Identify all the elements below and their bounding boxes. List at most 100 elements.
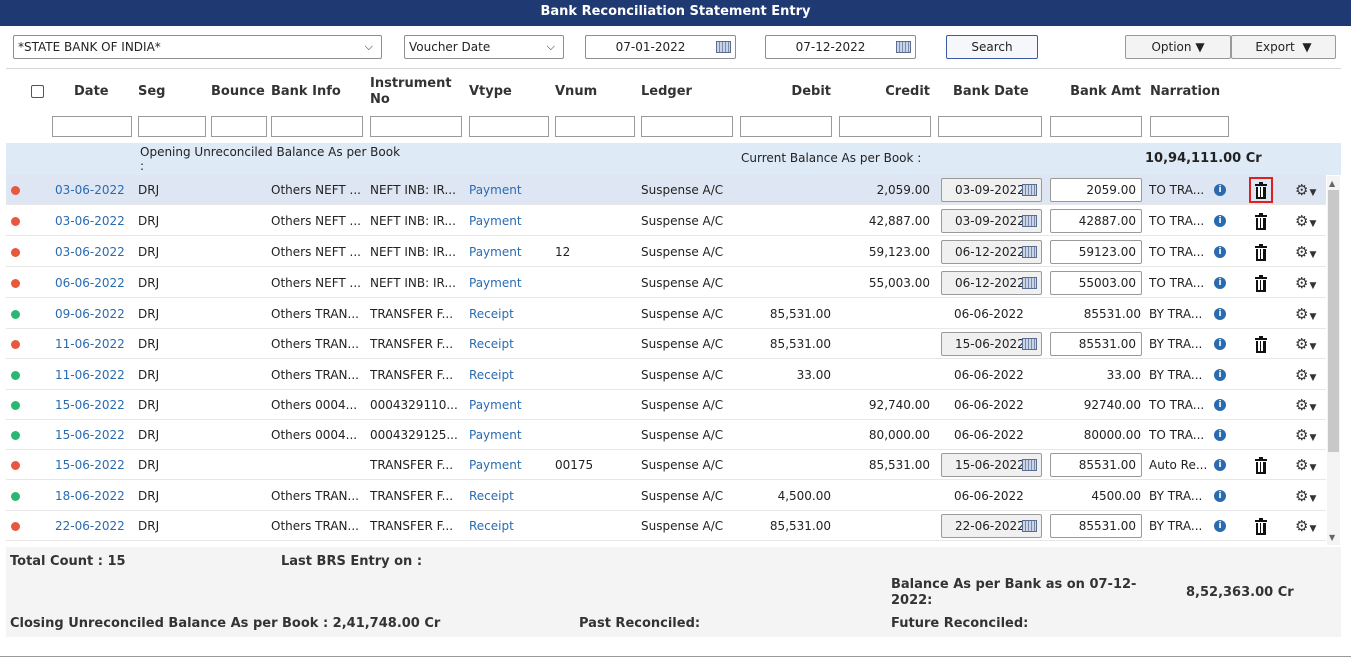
row-date-link[interactable]: 15-06-2022 <box>55 458 125 472</box>
row-date-link[interactable]: 03-06-2022 <box>55 214 125 228</box>
date-type-select[interactable]: Voucher Date ⌵ <box>404 35 564 59</box>
export-button[interactable]: Export ▼ <box>1231 35 1336 59</box>
scroll-up-icon[interactable]: ▲ <box>1329 179 1336 188</box>
gear-icon[interactable]: ⚙▼ <box>1295 274 1317 292</box>
bank-date-input[interactable]: 22-06-2022 <box>941 514 1042 538</box>
delete-icon[interactable] <box>1255 213 1267 230</box>
row-vtype-link[interactable]: Payment <box>469 428 522 442</box>
info-icon[interactable]: i <box>1214 277 1226 289</box>
info-icon[interactable]: i <box>1214 429 1226 441</box>
calendar-icon[interactable] <box>1022 184 1037 196</box>
delete-icon[interactable] <box>1255 336 1267 353</box>
table-row[interactable]: 03-06-2022 DRJ Others NEFT ... NEFT INB: IR… <box>6 206 1326 236</box>
bank-date-input[interactable]: 06-12-2022 <box>941 271 1042 295</box>
filter-vnum[interactable] <box>555 116 635 137</box>
delete-icon[interactable] <box>1255 518 1267 535</box>
scroll-down-icon[interactable]: ▼ <box>1329 533 1336 542</box>
gear-icon[interactable]: ⚙▼ <box>1295 181 1317 199</box>
scrollbar-thumb[interactable] <box>1328 190 1339 452</box>
calendar-icon[interactable] <box>1022 246 1037 258</box>
bank-amt-input[interactable]: 85531.00 <box>1050 514 1142 538</box>
row-vtype-link[interactable]: Payment <box>469 183 522 197</box>
filter-bank-date[interactable] <box>938 116 1042 137</box>
bank-date-input[interactable]: 15-06-2022 <box>941 453 1042 477</box>
bank-date-input[interactable]: 15-06-2022 <box>941 332 1042 356</box>
bank-amt-input[interactable]: 2059.00 <box>1050 178 1142 202</box>
bank-amt-input[interactable]: 55003.00 <box>1050 271 1142 295</box>
to-date-input[interactable]: 07-12-2022 <box>765 35 916 59</box>
table-row[interactable]: 15-06-2022 DRJ TRANSFER F... Payment 00175 Su… <box>6 450 1326 480</box>
filter-credit[interactable] <box>839 116 931 137</box>
filter-bank-amt[interactable] <box>1050 116 1142 137</box>
table-row[interactable]: 11-06-2022 DRJ Others TRAN... TRANSFER F...… <box>6 329 1326 359</box>
filter-vtype[interactable] <box>469 116 549 137</box>
filter-instrument[interactable] <box>370 116 462 137</box>
row-vtype-link[interactable]: Payment <box>469 458 522 472</box>
select-all-checkbox[interactable] <box>31 85 44 98</box>
gear-icon[interactable]: ⚙▼ <box>1295 517 1317 535</box>
calendar-icon[interactable] <box>716 41 731 53</box>
row-vtype-link[interactable]: Receipt <box>469 307 514 321</box>
delete-icon[interactable] <box>1255 182 1267 199</box>
bank-amt-input[interactable]: 42887.00 <box>1050 209 1142 233</box>
gear-icon[interactable]: ⚙▼ <box>1295 243 1317 261</box>
row-date-link[interactable]: 15-06-2022 <box>55 398 125 412</box>
row-date-link[interactable]: 03-06-2022 <box>55 183 125 197</box>
row-vtype-link[interactable]: Payment <box>469 245 522 259</box>
table-row[interactable]: 09-06-2022 DRJ Others TRAN... TRANSFER F...… <box>6 299 1326 329</box>
filter-bounce[interactable] <box>211 116 267 137</box>
option-button[interactable]: Option ▼ <box>1125 35 1231 59</box>
row-vtype-link[interactable]: Receipt <box>469 337 514 351</box>
search-button[interactable]: Search <box>946 35 1038 59</box>
row-vtype-link[interactable]: Payment <box>469 214 522 228</box>
info-icon[interactable]: i <box>1214 215 1226 227</box>
gear-icon[interactable]: ⚙▼ <box>1295 366 1317 384</box>
table-row[interactable]: 15-06-2022 DRJ Others 0004... 0004329125...… <box>6 420 1326 450</box>
delete-icon[interactable] <box>1255 275 1267 292</box>
filter-date[interactable] <box>52 116 132 137</box>
row-vtype-link[interactable]: Receipt <box>469 519 514 533</box>
calendar-icon[interactable] <box>1022 277 1037 289</box>
gear-icon[interactable]: ⚙▼ <box>1295 426 1317 444</box>
info-icon[interactable]: i <box>1214 490 1226 502</box>
table-row[interactable]: 18-06-2022 DRJ Others TRAN... TRANSFER F...… <box>6 481 1326 511</box>
row-date-link[interactable]: 09-06-2022 <box>55 307 125 321</box>
bank-amt-input[interactable]: 85531.00 <box>1050 332 1142 356</box>
bank-date-input[interactable]: 03-09-2022 <box>941 178 1042 202</box>
info-icon[interactable]: i <box>1214 459 1226 471</box>
gear-icon[interactable]: ⚙▼ <box>1295 305 1317 323</box>
row-vtype-link[interactable]: Receipt <box>469 368 514 382</box>
row-date-link[interactable]: 03-06-2022 <box>55 245 125 259</box>
filter-bank-info[interactable] <box>271 116 363 137</box>
calendar-icon[interactable] <box>1022 338 1037 350</box>
row-date-link[interactable]: 18-06-2022 <box>55 489 125 503</box>
delete-icon[interactable] <box>1255 244 1267 261</box>
info-icon[interactable]: i <box>1214 308 1226 320</box>
table-row[interactable]: 22-06-2022 DRJ Others TRAN... TRANSFER F...… <box>6 511 1326 541</box>
info-icon[interactable]: i <box>1214 246 1226 258</box>
bank-date-input[interactable]: 06-12-2022 <box>941 240 1042 264</box>
filter-seg[interactable] <box>138 116 206 137</box>
calendar-icon[interactable] <box>1022 520 1037 532</box>
row-date-link[interactable]: 22-06-2022 <box>55 519 125 533</box>
gear-icon[interactable]: ⚙▼ <box>1295 396 1317 414</box>
table-row[interactable]: 15-06-2022 DRJ Others 0004... 0004329110...… <box>6 390 1326 420</box>
from-date-input[interactable]: 07-01-2022 <box>585 35 736 59</box>
bank-amt-input[interactable]: 59123.00 <box>1050 240 1142 264</box>
calendar-icon[interactable] <box>1022 459 1037 471</box>
row-vtype-link[interactable]: Receipt <box>469 489 514 503</box>
table-row[interactable]: 03-06-2022 DRJ Others NEFT ... NEFT INB: IR… <box>6 175 1326 205</box>
gear-icon[interactable]: ⚙▼ <box>1295 212 1317 230</box>
gear-icon[interactable]: ⚙▼ <box>1295 335 1317 353</box>
info-icon[interactable]: i <box>1214 338 1226 350</box>
row-vtype-link[interactable]: Payment <box>469 398 522 412</box>
filter-ledger[interactable] <box>641 116 733 137</box>
bank-amt-input[interactable]: 85531.00 <box>1050 453 1142 477</box>
info-icon[interactable]: i <box>1214 369 1226 381</box>
gear-icon[interactable]: ⚙▼ <box>1295 456 1317 474</box>
table-row[interactable]: 06-06-2022 DRJ Others NEFT ... NEFT INB: IR… <box>6 268 1326 298</box>
row-date-link[interactable]: 11-06-2022 <box>55 337 125 351</box>
row-date-link[interactable]: 11-06-2022 <box>55 368 125 382</box>
filter-debit[interactable] <box>740 116 832 137</box>
table-row[interactable]: 11-06-2022 DRJ Others TRAN... TRANSFER F...… <box>6 360 1326 390</box>
